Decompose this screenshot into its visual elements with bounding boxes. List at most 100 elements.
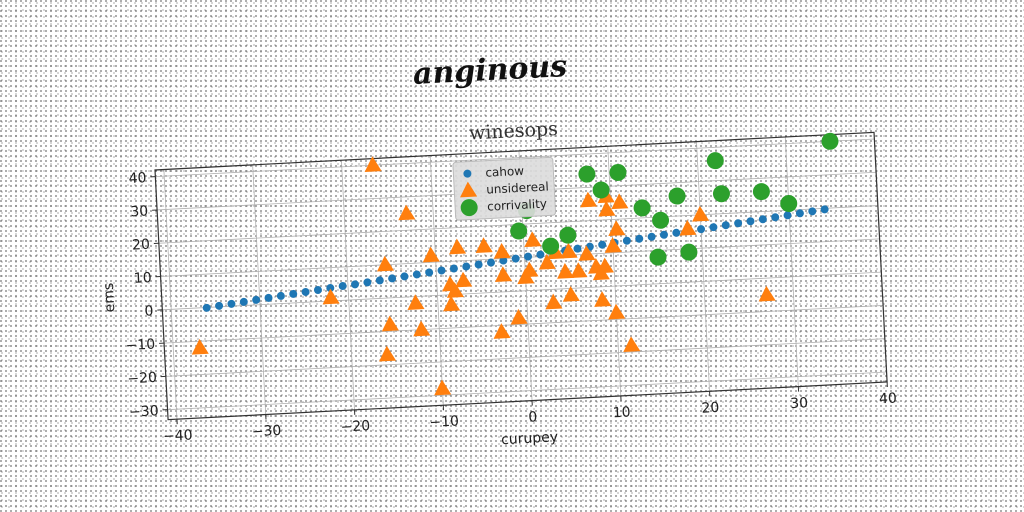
unsidereal-point xyxy=(449,238,467,255)
unsidereal-point xyxy=(594,291,612,307)
y-gridline xyxy=(165,338,885,377)
cahow-point xyxy=(783,211,792,220)
cahow-point xyxy=(252,295,261,304)
unsidereal-point xyxy=(679,219,697,236)
cahow-point xyxy=(672,228,681,237)
unsidereal-point xyxy=(623,336,641,353)
unsidereal-point xyxy=(455,271,473,288)
x-tick-label: −40 xyxy=(163,427,193,445)
y-gridline xyxy=(164,305,884,344)
y-tick-label: −30 xyxy=(129,403,159,421)
chart-title: winesops xyxy=(468,118,558,145)
legend-box xyxy=(452,156,557,221)
y-tick-label: 40 xyxy=(128,170,147,187)
cahow-point xyxy=(215,301,224,310)
cahow-point xyxy=(289,289,298,298)
cahow-point xyxy=(338,282,347,291)
unsidereal-point xyxy=(413,320,431,337)
cahow-point xyxy=(721,221,730,230)
cahow-point xyxy=(734,219,743,228)
unsidereal-point xyxy=(494,266,513,282)
cahow-point xyxy=(227,299,236,308)
y-tick-label: 10 xyxy=(133,270,152,287)
grid xyxy=(155,132,888,420)
unsidereal-point xyxy=(493,242,511,259)
cahow-point xyxy=(697,225,706,234)
cahow-point xyxy=(375,276,384,285)
unsidereal-point xyxy=(398,204,416,221)
cahow-point xyxy=(388,274,397,283)
cahow-point xyxy=(511,254,520,263)
unsidereal-point xyxy=(510,308,528,325)
legend-marker xyxy=(460,181,478,198)
x-gridline xyxy=(784,136,799,387)
unsidereal-point xyxy=(422,246,440,263)
plot-frame xyxy=(154,131,888,421)
cahow-point xyxy=(486,258,495,267)
cahow-point xyxy=(351,280,360,289)
corrivality-point xyxy=(510,222,528,240)
x-tick-label: −20 xyxy=(340,418,370,436)
cahow-point xyxy=(264,293,273,302)
unsidereal-point xyxy=(608,303,626,320)
corrivality-point xyxy=(592,181,610,199)
corrivality-point xyxy=(780,195,798,213)
legend-marker xyxy=(463,169,472,178)
unsidereal-point xyxy=(446,282,464,298)
unsidereal-point xyxy=(611,193,629,210)
cahow-point xyxy=(363,278,372,287)
y-tick-label: 20 xyxy=(132,237,151,254)
corrivality-point xyxy=(668,187,686,205)
cahow-point xyxy=(771,213,780,222)
cahow-point xyxy=(313,285,322,294)
unsidereal-point xyxy=(524,231,542,248)
chart-suptitle: anginous xyxy=(412,49,568,92)
unsidereal-point xyxy=(191,338,209,355)
cahow-point xyxy=(598,240,607,249)
y-tick-label: −20 xyxy=(127,370,157,388)
y-gridline xyxy=(160,238,880,277)
cahow-point xyxy=(301,287,310,296)
unsidereal-point xyxy=(381,315,399,332)
unsidereal-point xyxy=(376,255,395,272)
cahow-point xyxy=(449,264,458,273)
unsidereal-point xyxy=(570,262,588,279)
cahow-point xyxy=(412,270,421,279)
unsidereal-point xyxy=(475,237,493,253)
legend-label: unsidereal xyxy=(486,179,549,196)
unsidereal-point xyxy=(608,220,626,236)
unsidereal-point xyxy=(557,263,575,279)
corrivality-point xyxy=(609,163,627,181)
unsidereal-point xyxy=(578,245,596,261)
unsidereal-point xyxy=(493,323,511,339)
cahow-point xyxy=(795,209,804,218)
corrivality-point xyxy=(821,132,839,150)
corrivality-point xyxy=(542,237,560,255)
y-gridline xyxy=(162,271,882,311)
x-tick-label: 0 xyxy=(528,409,538,425)
unsidereal-point xyxy=(379,345,397,362)
cahow-point xyxy=(474,260,483,269)
legend-label: cahow xyxy=(485,164,525,180)
corrivality-point xyxy=(578,165,596,183)
x-axis-label: curupey xyxy=(501,429,559,448)
cahow-point xyxy=(425,268,434,277)
unsidereal-point xyxy=(521,261,539,278)
corrivality-point xyxy=(649,248,667,266)
corrivality-point xyxy=(706,152,724,170)
unsidereal-point xyxy=(322,288,340,305)
unsidereal-point xyxy=(364,156,382,172)
x-gridline xyxy=(607,146,622,396)
legend-marker xyxy=(460,199,478,217)
unsidereal-point xyxy=(545,293,563,310)
cahow-point xyxy=(635,234,644,243)
x-gridline xyxy=(341,160,355,410)
unsidereal-point xyxy=(692,205,710,222)
cahow-point xyxy=(462,262,471,271)
y-tick-label: −10 xyxy=(125,337,155,355)
unsidereal-point xyxy=(562,286,580,302)
cahow-point xyxy=(239,297,248,306)
